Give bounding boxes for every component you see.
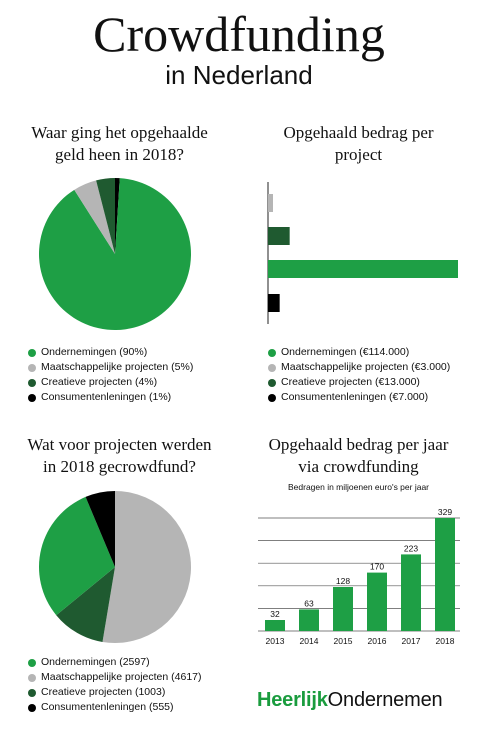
pie1-title: Waar ging het opgehaalde geld heen in 20… [0,122,239,166]
legend-swatch [28,673,36,682]
legend-swatch [268,393,276,402]
bar [265,620,285,631]
tick-label: 2015 [334,636,353,646]
legend-item: Maatschappelijke projecten (€3.000) [268,360,450,375]
legend-label: Ondernemingen (€114.000) [281,346,410,358]
data-label: 170 [370,562,384,572]
brand-logo: HeerlijkOndernemen [257,689,443,712]
pie2-title-line2: in 2018 gecrowdfund? [43,457,196,476]
pie2-legend: Ondernemingen (2597) Maatschappelijke pro… [28,655,202,715]
legend-label: Maatschappelijke projecten (5%) [41,361,194,373]
pie2-title: Wat voor projecten werden in 2018 gecrow… [0,434,239,478]
legend-label: Consumentenleningen (1%) [41,391,172,403]
legend-item: Creatieve projecten (1003) [28,685,202,700]
legend-swatch [268,378,276,387]
bars1-legend: Ondernemingen (€114.000) Maatschappelijke… [268,345,450,405]
bar [268,227,290,245]
legend-label: Ondernemingen (2597) [41,656,150,668]
tick-label: 2018 [436,636,455,646]
bars2-title-line1: Opgehaald bedrag per jaar [268,435,449,454]
bars1-title-line1: Opgehaald bedrag per [283,123,434,142]
legend-swatch [28,378,36,387]
data-label: 128 [336,576,350,586]
bar [268,294,280,312]
legend-swatch [268,363,276,372]
legend-label: Creatieve projecten (€13.000) [281,376,420,388]
legend-label: Maatschappelijke projecten (€3.000) [281,361,451,373]
pie-slice [96,178,115,254]
bar [435,518,455,631]
pie-slice [39,496,115,616]
data-label: 223 [404,543,418,553]
legend-label: Creatieve projecten (1003) [41,686,166,698]
brand-part1: Heerlijk [257,689,328,711]
bar [268,260,458,278]
legend-item: Creatieve projecten (4%) [28,375,193,390]
pie-slice [56,567,115,642]
bar [401,554,421,631]
pie-slice [85,491,115,567]
legend-item: Creatieve projecten (€13.000) [268,375,450,390]
pie2-title-line1: Wat voor projecten werden [27,435,212,454]
bars1-chart [267,182,458,324]
pie1-legend: Ondernemingen (90%) Maatschappelijke proj… [28,345,193,405]
tick-label: 2016 [368,636,387,646]
tick-label: 2013 [266,636,285,646]
pie-slice [102,491,192,643]
bars1-title: Opgehaald bedrag per project [239,122,478,166]
legend-item: Consumentenleningen (555) [28,700,202,715]
legend-item: Maatschappelijke projecten (5%) [28,360,193,375]
legend-label: Consumentenleningen (555) [41,701,174,713]
bar [299,609,319,631]
legend-swatch [28,363,36,372]
main-title: Crowdfunding [93,6,385,62]
legend-label: Ondernemingen (90%) [41,346,148,358]
legend-item: Ondernemingen (2597) [28,655,202,670]
bars2-chart: 32 2013 63 2014 128 2015 170 2016 223 2017 329 2018 [258,507,460,646]
data-label: 32 [270,609,280,619]
legend-item: Ondernemingen (€114.000) [268,345,450,360]
brand-part2: Ondernemen [327,689,443,711]
bars2-subtitle: Bedragen in miljoenen euro's per jaar [287,482,429,492]
legend-swatch [28,393,36,402]
bar [333,587,353,631]
bar [367,572,387,631]
legend-item: Consumentenleningen (€7.000) [268,390,450,405]
legend-item: Consumentenleningen (1%) [28,390,193,405]
legend-label: Maatschappelijke projecten (4617) [41,671,202,683]
pie1-chart [39,178,192,331]
tick-label: 2017 [402,636,421,646]
pie-slice [115,178,120,254]
legend-swatch [268,348,276,357]
legend-label: Creatieve projecten (4%) [41,376,158,388]
legend-swatch [28,703,36,712]
legend-swatch [28,688,36,697]
legend-item: Ondernemingen (90%) [28,345,193,360]
pie2-chart [39,491,192,643]
pie1-title-line2: geld heen in 2018? [55,145,184,164]
pie1-title-line1: Waar ging het opgehaalde [31,123,208,142]
bars1-title-line2: project [334,145,383,164]
pie-slice [74,180,115,254]
bars2-title-line2: via crowdfunding [298,457,419,476]
tick-label: 2014 [300,636,319,646]
legend-label: Consumentenleningen (€7.000) [281,391,429,403]
bar [268,194,273,212]
legend-swatch [28,658,36,667]
main-subtitle: in Nederland [165,60,313,90]
bars2-title: Opgehaald bedrag per jaar via crowdfundi… [239,434,478,478]
legend-swatch [28,348,36,357]
data-label: 329 [438,507,452,517]
pie-slice [39,178,192,331]
legend-item: Maatschappelijke projecten (4617) [28,670,202,685]
data-label: 63 [304,598,314,608]
